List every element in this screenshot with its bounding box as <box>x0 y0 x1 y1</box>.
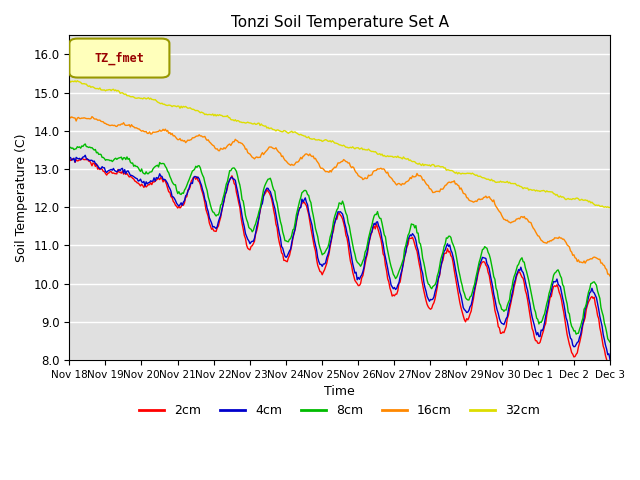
FancyBboxPatch shape <box>69 38 170 78</box>
Title: Tonzi Soil Temperature Set A: Tonzi Soil Temperature Set A <box>230 15 449 30</box>
Text: TZ_fmet: TZ_fmet <box>95 51 145 65</box>
Legend: 2cm, 4cm, 8cm, 16cm, 32cm: 2cm, 4cm, 8cm, 16cm, 32cm <box>134 399 545 422</box>
Y-axis label: Soil Temperature (C): Soil Temperature (C) <box>15 133 28 262</box>
X-axis label: Time: Time <box>324 385 355 398</box>
